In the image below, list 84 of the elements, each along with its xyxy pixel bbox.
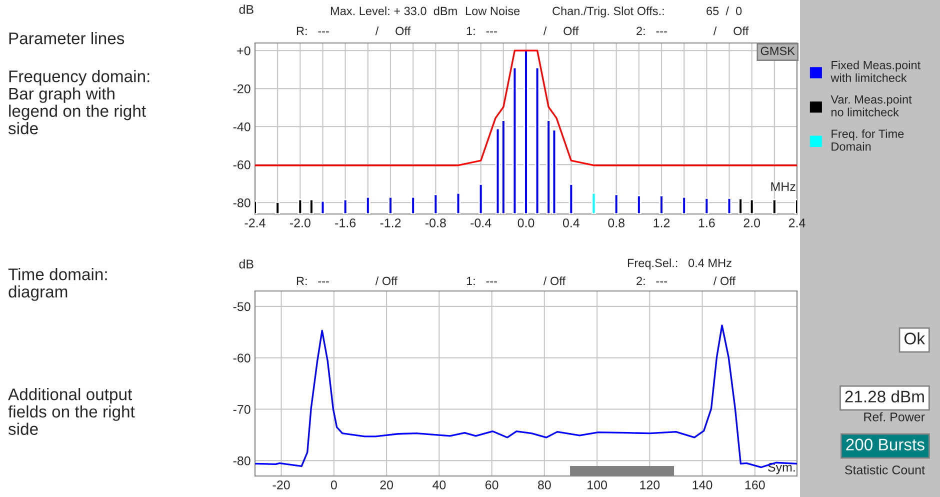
bar [614,194,619,214]
bar [388,196,393,214]
bar [366,196,370,214]
bar [456,192,461,214]
text: Max. Level: + 33.0 dBm [330,6,457,16]
x-tick-label: 0.0 [518,218,534,228]
text: Time domain: diagram [8,268,107,301]
y-tick-label: -80 [233,198,250,208]
legend-label: Fixed Meas.point with limitcheck [830,60,921,82]
x-tick-label: 120 [640,480,660,490]
y-tick-label: -70 [233,404,250,414]
y-tick-label: -20 [233,84,250,94]
x-tick-label: -2.4 [244,218,266,228]
legend-label: Var. Meas.point no limitcheck [830,94,912,116]
bar [524,50,528,214]
x-tick-label: -0.8 [425,218,446,228]
x-tick-label: 40 [432,480,446,490]
x-tick-label: 0.8 [608,218,624,228]
annotation: GMSK [760,46,795,56]
bar [320,200,326,214]
text: 21.28 dBm [845,390,924,402]
x-tick-label: 20 [380,480,394,490]
text: Low Noise [466,6,520,16]
bar [433,194,438,214]
x-tick-label: 160 [745,480,765,490]
text: 1: --- / Off [466,276,566,286]
x-tick-label: 100 [588,480,607,490]
bar [534,66,540,214]
x-tick-label: 2.4 [788,218,806,228]
text: Parameter lines [9,32,124,44]
legend-label: Freq. for Time Domain [832,129,904,151]
x-tick-label: 1.6 [698,218,715,228]
text: 2: --- / Off [636,26,749,36]
x-tick-label: -0.4 [470,218,492,228]
y-tick-label: -60 [233,160,250,170]
text: Ref. Power [864,412,925,422]
text: 1: --- / Off [466,26,579,36]
text: Chan./Trig. Slot Offs.: [552,6,664,18]
bar [309,198,314,214]
text: R: --- / Off [296,26,411,36]
x-tick-label: 0.4 [562,218,580,228]
bar [749,198,754,214]
bar [659,194,664,214]
x-tick-label: -20 [272,480,290,490]
text: 65 / 0 [706,6,742,16]
bar [591,192,596,214]
x-tick-label: 1.2 [654,218,670,228]
bar [410,196,416,214]
x-tick-label: -1.6 [335,218,356,228]
x-axis-title: MHz [771,182,796,191]
x-tick-label: -1.2 [380,218,401,228]
bar [342,198,348,214]
x-tick-label: -2.0 [290,218,310,228]
x-tick-label: 140 [692,480,712,490]
bar [704,198,710,214]
bar [298,198,303,214]
text: Statistic Count [844,465,925,474]
bar [772,198,777,214]
bar [568,183,574,214]
y-tick-label: -50 [233,302,250,312]
text: 200 Bursts [846,438,924,450]
text: 2: --- / Off [636,276,736,286]
text: Ok [904,332,926,344]
bar [275,202,280,214]
x-tick-label: 60 [485,480,498,490]
y-tick-label: -60 [233,354,250,362]
x-tick-label: 80 [538,480,551,490]
bar [478,183,484,214]
text: Frequency domain: Bar graph with legend on the right side [8,70,150,134]
y-tick-label: -80 [233,456,250,466]
y-tick-label: +0 [237,46,250,56]
bar [682,196,686,214]
bar [738,198,743,214]
x-tick-label: 0 [330,480,337,490]
y-tick-label: -40 [233,122,250,132]
y-axis-title: dB [239,259,254,268]
bar [726,198,732,214]
y-axis-title: dB [239,4,254,14]
text: R: --- / Off [296,276,398,286]
text: Additional output fields on the right side [8,388,135,435]
bar [512,66,518,214]
bar [636,194,642,214]
x-tick-label: 2.0 [744,218,760,228]
text: Freq.Sel.: 0.4 MHz [628,258,732,270]
